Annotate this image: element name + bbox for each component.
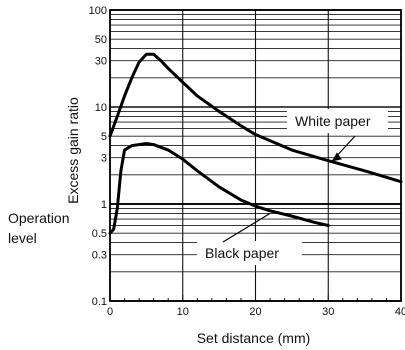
series-line: [108, 52, 403, 184]
series-line: [108, 142, 330, 235]
plot-frame: [109, 9, 402, 302]
x-axis-title: Set distance (mm): [197, 330, 311, 346]
annotation-white-paper: White paper: [295, 113, 371, 129]
annotation-leader-line: [222, 212, 271, 243]
annotation-layer: White paper Black paper: [197, 109, 388, 265]
series-layer: [108, 52, 403, 235]
x-axis-tick-label: 30: [322, 306, 334, 318]
y-axis-tick-label: 50: [95, 34, 107, 46]
annotation-label-background: [197, 241, 302, 265]
y-axis-tick-label: 10: [95, 102, 107, 114]
x-axis-tick-label: 0: [107, 306, 113, 318]
x-axis-tick-label: 10: [177, 306, 189, 318]
annotation-label-background: [287, 109, 388, 133]
operation-level-label: Operation: [8, 210, 69, 226]
y-axis-title: Excess gain ratio: [65, 97, 81, 204]
operation-level-label: level: [8, 230, 37, 246]
y-axis-tick-label: 0.5: [92, 228, 107, 240]
annotation-arrowhead: [331, 152, 342, 162]
y-axis-tick-label: 0.1: [92, 296, 107, 308]
y-axis-tick-label: 3: [101, 153, 107, 165]
tick-layer: 0 10 20 30 40 0.1 0.3 0.5 1 3 5 10 30 50 100: [89, 5, 405, 318]
y-axis-tick-label: 30: [95, 56, 107, 68]
annotation-black-paper: Black paper: [205, 245, 279, 261]
x-axis-tick-label: 40: [395, 306, 405, 318]
y-axis-tick-label: 100: [89, 5, 107, 17]
y-axis-tick-label: 5: [101, 131, 107, 143]
y-axis-tick-label: 0.3: [92, 250, 107, 262]
y-axis-tick-label: 1: [101, 199, 107, 211]
x-axis-tick-label: 20: [249, 306, 261, 318]
